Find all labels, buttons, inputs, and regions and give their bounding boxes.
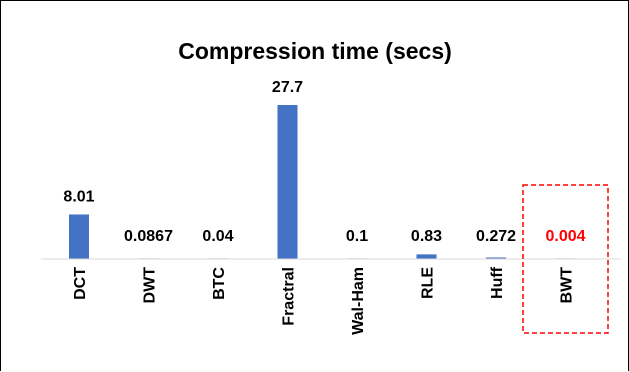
data-label-dwt: 0.0867 xyxy=(124,228,173,245)
tick-label-dwt: DWT xyxy=(142,267,159,304)
data-label-rle: 0.83 xyxy=(411,228,442,245)
tick-label-wal-ham: Wal-Ham xyxy=(350,267,367,335)
tick-label-huff: Huff xyxy=(489,266,506,299)
bar-huff xyxy=(486,257,506,259)
tick-label-rle: RLE xyxy=(420,267,437,299)
data-label-bwt: 0.004 xyxy=(545,228,585,245)
tick-label-dct: DCT xyxy=(72,267,89,300)
chart-title: Compression time (secs) xyxy=(178,38,452,64)
tick-labels-layer: DCT DWT BTC Fractral Wal-Ham RLE Huff BWT xyxy=(72,266,576,335)
tick-label-fractral: Fractral xyxy=(281,267,298,326)
bar-rle xyxy=(416,254,437,259)
tick-label-bwt: BWT xyxy=(559,267,576,304)
data-labels-layer: 8.01 0.0867 0.04 27.7 0.1 0.83 0.272 0.004 xyxy=(63,79,585,245)
bar-fractral xyxy=(277,105,298,259)
tick-label-btc: BTC xyxy=(211,267,228,300)
data-label-wal-ham: 0.1 xyxy=(346,228,368,245)
data-label-btc: 0.04 xyxy=(202,228,233,245)
data-label-dct: 8.01 xyxy=(63,188,94,205)
bar-dct xyxy=(69,214,89,259)
data-label-huff: 0.272 xyxy=(476,228,516,245)
data-label-fractral: 27.7 xyxy=(272,79,303,96)
highlight-box xyxy=(522,184,609,334)
